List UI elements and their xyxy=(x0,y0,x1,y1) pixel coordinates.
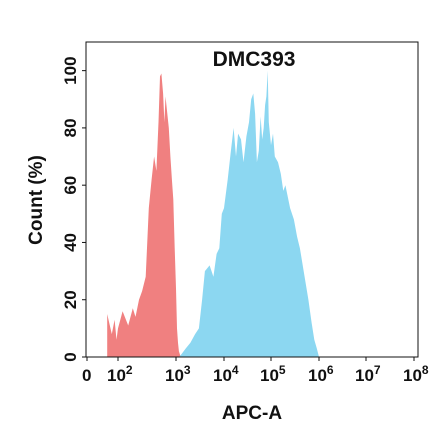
y-tick-label: 0 xyxy=(61,352,80,361)
x-tick-label: 103 xyxy=(165,363,191,385)
chart-title: DMC393 xyxy=(213,48,296,71)
y-tick-label: 100 xyxy=(61,56,80,84)
y-tick-label: 20 xyxy=(61,290,80,309)
x-tick-label: 104 xyxy=(213,363,239,385)
y-axis-title: Count (%) xyxy=(26,155,47,245)
y-tick-label: 40 xyxy=(61,233,80,252)
plot-frame xyxy=(85,41,419,358)
y-tick-label: 80 xyxy=(61,118,80,137)
x-tick-label: 106 xyxy=(308,363,334,385)
y-tick-label: 60 xyxy=(61,176,80,195)
x-tick-label: 105 xyxy=(260,363,286,385)
series-area-2 xyxy=(178,70,319,357)
x-tick-label: 108 xyxy=(403,363,429,385)
series-area-1 xyxy=(107,73,181,357)
x-tick-label: 107 xyxy=(355,363,381,385)
x-tick-label: 0 xyxy=(82,366,91,385)
x-axis-title: APC-A xyxy=(222,403,282,424)
series-layer xyxy=(107,70,319,357)
axis-layer: 0 102 103 104 105 106 107 108 0 20 40 60 80 100 xyxy=(61,56,429,385)
x-tick-label: 102 xyxy=(107,363,133,385)
